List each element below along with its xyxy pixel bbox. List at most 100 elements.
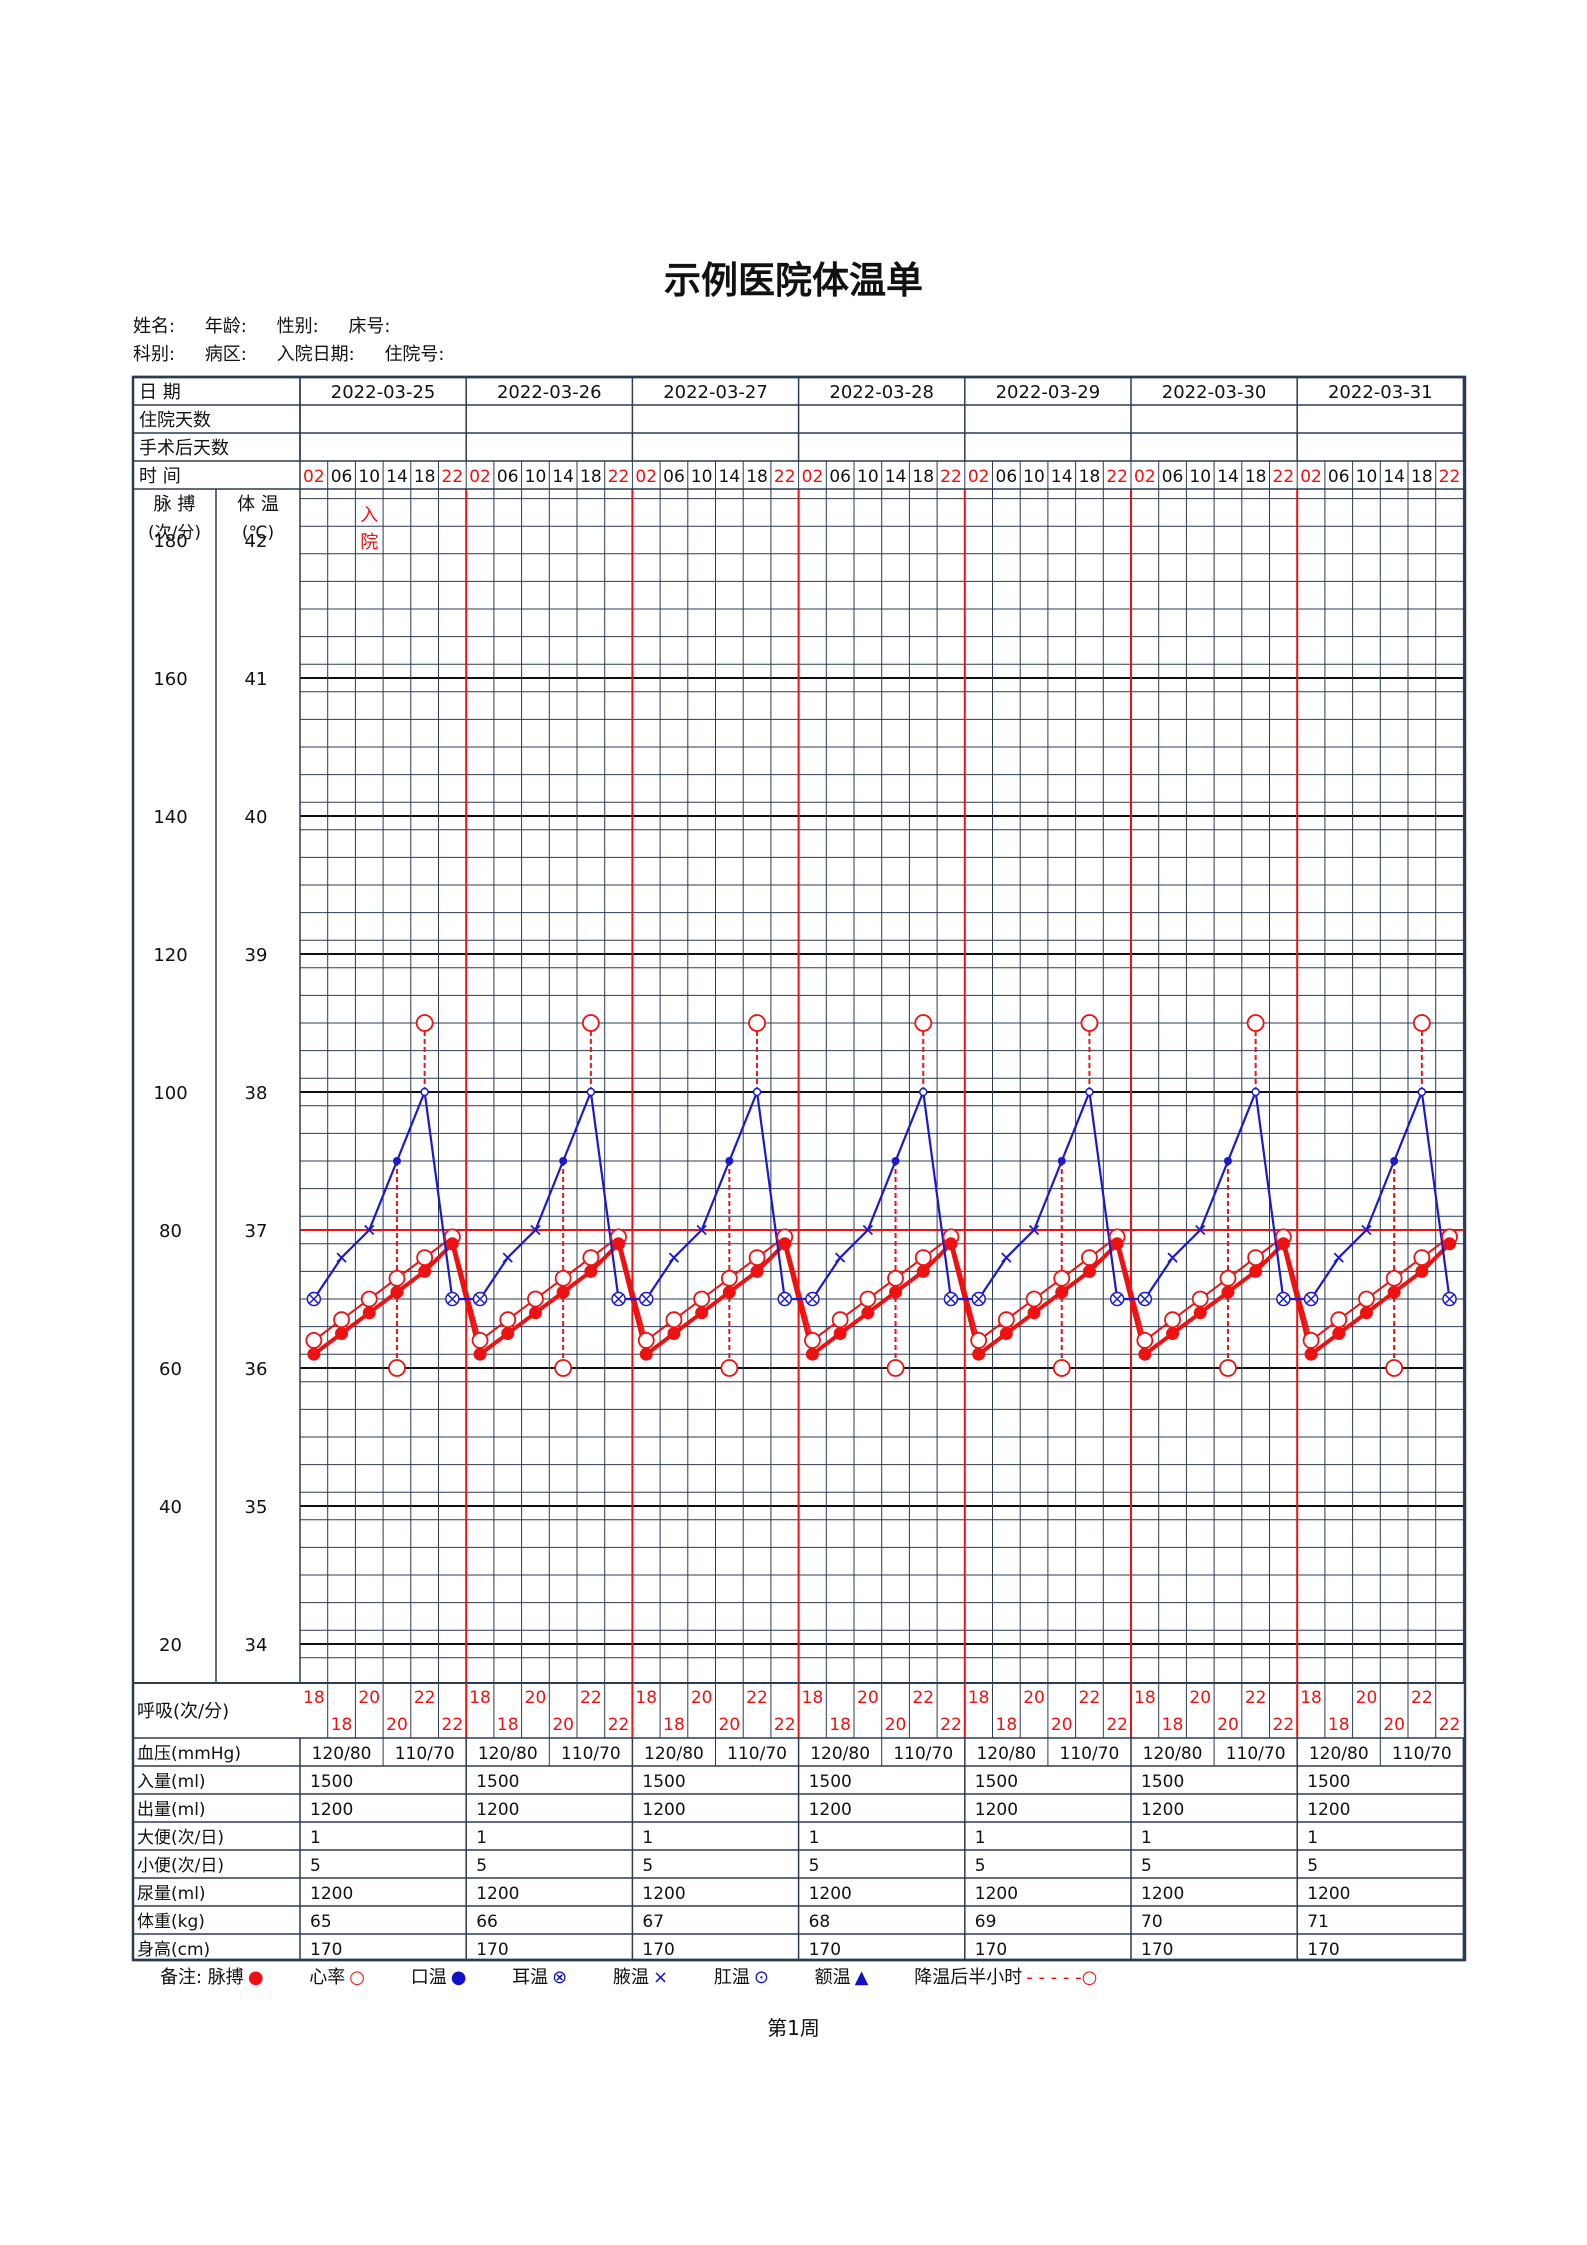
table-value-weight: 67 — [642, 1912, 664, 1932]
time-label: 22 — [1439, 467, 1461, 487]
heart-rate-point — [804, 1332, 821, 1349]
time-label: 06 — [497, 467, 519, 487]
table-value-height: 170 — [476, 1940, 508, 1960]
pulse-point — [473, 1347, 487, 1361]
resp-value: 18 — [1300, 1688, 1322, 1708]
date-label: 2022-03-26 — [497, 382, 602, 403]
oral-temp-point — [1057, 1157, 1066, 1165]
legend-forehead: 额温 ▲ — [814, 1967, 869, 1988]
heart-rate-point — [582, 1249, 600, 1266]
table-value-urine_count: 5 — [1307, 1856, 1318, 1876]
cooling-point — [886, 1359, 905, 1377]
bp-value: 110/70 — [893, 1744, 953, 1764]
table-value-urine_count: 5 — [809, 1856, 820, 1876]
table-row-label: 大便(次/日) — [137, 1828, 224, 1848]
cooling-point — [1219, 1359, 1237, 1377]
pulse-point — [1359, 1306, 1373, 1320]
cooling-point — [1385, 1359, 1404, 1377]
resp-value: 18 — [1134, 1688, 1156, 1708]
time-label: 14 — [1383, 467, 1405, 487]
resp-value: 20 — [1051, 1715, 1073, 1735]
table-value-height: 170 — [1141, 1940, 1173, 1960]
bp-value: 110/70 — [395, 1744, 455, 1764]
age-label: 年龄: — [204, 316, 247, 337]
temp-point — [1417, 1087, 1427, 1097]
heart-rate-point — [1191, 1290, 1209, 1308]
heart-rate-point — [831, 1311, 849, 1329]
name-label: 姓名: — [133, 316, 176, 337]
table-value-urine_vol: 1200 — [476, 1884, 519, 1904]
time-label: 10 — [525, 467, 547, 487]
pulse-point — [501, 1327, 515, 1340]
pulse-point — [1276, 1237, 1290, 1251]
pulse-point — [390, 1285, 404, 1299]
ward-label: 病区: — [204, 344, 247, 365]
table-value-intake: 1500 — [1141, 1772, 1184, 1792]
pulse-point — [805, 1347, 819, 1361]
patient-info-row-2: 科别: 病区: 入院日期: 住院号: — [133, 340, 469, 366]
pulse-point — [1415, 1264, 1429, 1278]
cooling-point — [914, 1014, 933, 1032]
temp-point — [420, 1087, 429, 1097]
table-row-label: 小便(次/日) — [137, 1856, 224, 1876]
date-label: 2022-03-28 — [829, 382, 934, 403]
heart-rate-point — [1413, 1249, 1431, 1266]
time-label: 06 — [829, 467, 851, 487]
temp-tick-label: 42 — [245, 531, 268, 552]
heart-rate-point — [1164, 1311, 1181, 1329]
time-label: 06 — [1328, 467, 1350, 487]
heart-rate-point — [1219, 1269, 1237, 1287]
temp-tick-label: 37 — [245, 1221, 268, 1242]
resp-value: 22 — [1079, 1688, 1101, 1708]
days-in-header: 住院天数 — [139, 410, 211, 431]
table-value-urine_vol: 1200 — [1307, 1884, 1350, 1904]
legend-heart-rate: 心率 ○ — [309, 1967, 365, 1988]
resp-value: 20 — [1356, 1688, 1378, 1708]
legend-cooling: 降温后半小时 - - - - -○ — [914, 1967, 1098, 1988]
time-label: 18 — [746, 467, 768, 487]
bp-value: 110/70 — [1392, 1744, 1452, 1764]
oral-temp-point — [1390, 1157, 1399, 1165]
resp-value: 22 — [1411, 1688, 1433, 1708]
time-label: 18 — [1079, 467, 1101, 487]
heart-rate-point — [914, 1249, 932, 1266]
resp-value: 18 — [469, 1688, 491, 1708]
cooling-point — [1246, 1014, 1265, 1032]
resp-value: 22 — [746, 1688, 768, 1708]
bp-value: 120/80 — [976, 1744, 1036, 1764]
pulse-point — [1221, 1285, 1235, 1299]
time-label: 18 — [414, 467, 436, 487]
table-value-output: 1200 — [809, 1800, 852, 1820]
armpit-temp-point — [1001, 1252, 1012, 1263]
heart-rate-point — [360, 1290, 378, 1308]
resp-value: 18 — [802, 1688, 824, 1708]
table-value-weight: 66 — [476, 1912, 498, 1932]
pulse-point — [999, 1327, 1013, 1340]
oral-temp-point — [1223, 1157, 1232, 1165]
table-value-output: 1200 — [975, 1800, 1018, 1820]
legend-rectal: 肛温 ⊙ — [713, 1967, 769, 1988]
armpit-temp-point — [530, 1224, 541, 1236]
armpit-temp-point — [336, 1252, 347, 1263]
resp-value: 20 — [358, 1688, 380, 1708]
table-value-urine_vol: 1200 — [1141, 1884, 1184, 1904]
pulse-point — [722, 1285, 736, 1299]
heart-rate-point — [1247, 1249, 1265, 1266]
time-label: 18 — [1245, 467, 1267, 487]
table-value-urine_count: 5 — [642, 1856, 653, 1876]
heart-rate-point — [1385, 1269, 1403, 1287]
time-label: 22 — [1106, 467, 1128, 487]
table-value-intake: 1500 — [809, 1772, 852, 1792]
resp-header: 呼吸(次/分) — [137, 1701, 229, 1722]
resp-value: 18 — [635, 1688, 657, 1708]
table-value-urine_count: 5 — [975, 1856, 986, 1876]
time-label: 10 — [358, 467, 380, 487]
time-label: 10 — [1356, 467, 1378, 487]
heart-rate-point — [333, 1311, 350, 1329]
ear-temp-cross — [447, 1293, 458, 1305]
armpit-temp-point — [835, 1252, 846, 1263]
resp-value: 22 — [1106, 1715, 1128, 1735]
time-label: 22 — [442, 467, 464, 487]
temp-axis-label: 体 温 — [237, 494, 279, 515]
heart-rate-point — [416, 1249, 434, 1266]
